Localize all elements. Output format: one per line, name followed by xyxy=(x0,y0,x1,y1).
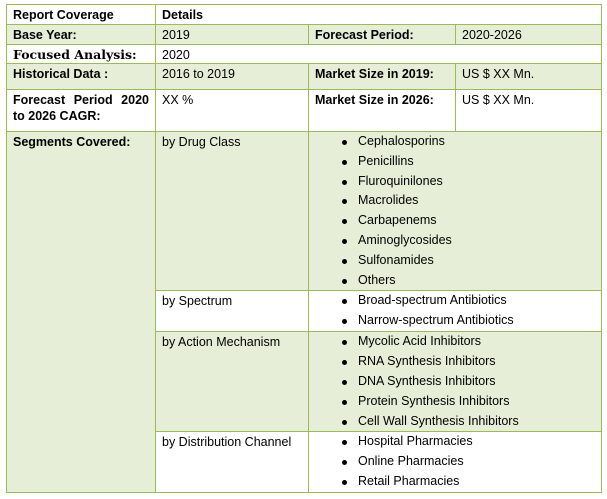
base-year-value: 2019 xyxy=(155,24,309,45)
list-item: Cell Wall Synthesis Inhibitors xyxy=(309,412,597,432)
market-size-2019-value: US $ XX Mn. xyxy=(455,63,602,90)
header-details: Details xyxy=(155,4,602,25)
list-item: Mycolic Acid Inhibitors xyxy=(309,332,597,352)
forecast-period-label: Forecast Period: xyxy=(308,24,456,45)
list-item: Others xyxy=(309,271,597,291)
list-item: Narrow-spectrum Antibiotics xyxy=(309,311,597,331)
list-item: RNA Synthesis Inhibitors xyxy=(309,352,597,372)
list-item: DNA Synthesis Inhibitors xyxy=(309,372,597,392)
focused-analysis-label: Focused Analysis: xyxy=(6,44,156,64)
focused-analysis-value: 2020 xyxy=(155,44,602,64)
segment-group-name: by Spectrum xyxy=(155,290,309,333)
list-item: Online Pharmacies xyxy=(309,452,597,472)
list-item: Protein Synthesis Inhibitors xyxy=(309,392,597,412)
forecast-period-value: 2020-2026 xyxy=(455,24,602,45)
list-item: Sulfonamides xyxy=(309,251,597,271)
list-item: Macrolides xyxy=(309,191,597,211)
header-coverage: Report Coverage xyxy=(6,4,156,25)
segment-items: Cephalosporins Penicillins Fluroquinilon… xyxy=(308,130,602,292)
list-item: Fluroquinilones xyxy=(309,172,597,192)
list-item: Carbapenems xyxy=(309,211,597,231)
cagr-label: Forecast Period 2020 to 2026 CAGR: xyxy=(6,89,156,132)
list-item: Cephalosporins xyxy=(309,132,597,152)
list-item: Broad-spectrum Antibiotics xyxy=(309,291,597,311)
segment-items: Mycolic Acid Inhibitors RNA Synthesis In… xyxy=(308,331,602,433)
base-year-label: Base Year: xyxy=(6,24,156,45)
market-size-2019-label: Market Size in 2019: xyxy=(308,63,456,90)
historical-data-label: Historical Data : xyxy=(6,63,156,90)
list-item: Aminoglycosides xyxy=(309,231,597,251)
segment-group-name: by Drug Class xyxy=(155,130,309,292)
segment-group-name: by Distribution Channel xyxy=(155,431,309,494)
segment-items: Hospital Pharmacies Online Pharmacies Re… xyxy=(308,431,602,494)
historical-data-value: 2016 to 2019 xyxy=(155,63,309,90)
segment-items: Broad-spectrum Antibiotics Narrow-spectr… xyxy=(308,290,602,333)
segment-group-name: by Action Mechanism xyxy=(155,331,309,433)
segments-label: Segments Covered: xyxy=(6,130,156,494)
list-item: Penicillins xyxy=(309,152,597,172)
market-size-2026-value: US $ XX Mn. xyxy=(455,89,602,132)
market-size-2026-label: Market Size in 2026: xyxy=(308,89,456,132)
report-coverage-table: Report Coverage Details Base Year: 2019 … xyxy=(6,4,602,494)
list-item: Hospital Pharmacies xyxy=(309,432,597,452)
cagr-value: XX % xyxy=(155,89,309,132)
list-item: Retail Pharmacies xyxy=(309,472,597,492)
